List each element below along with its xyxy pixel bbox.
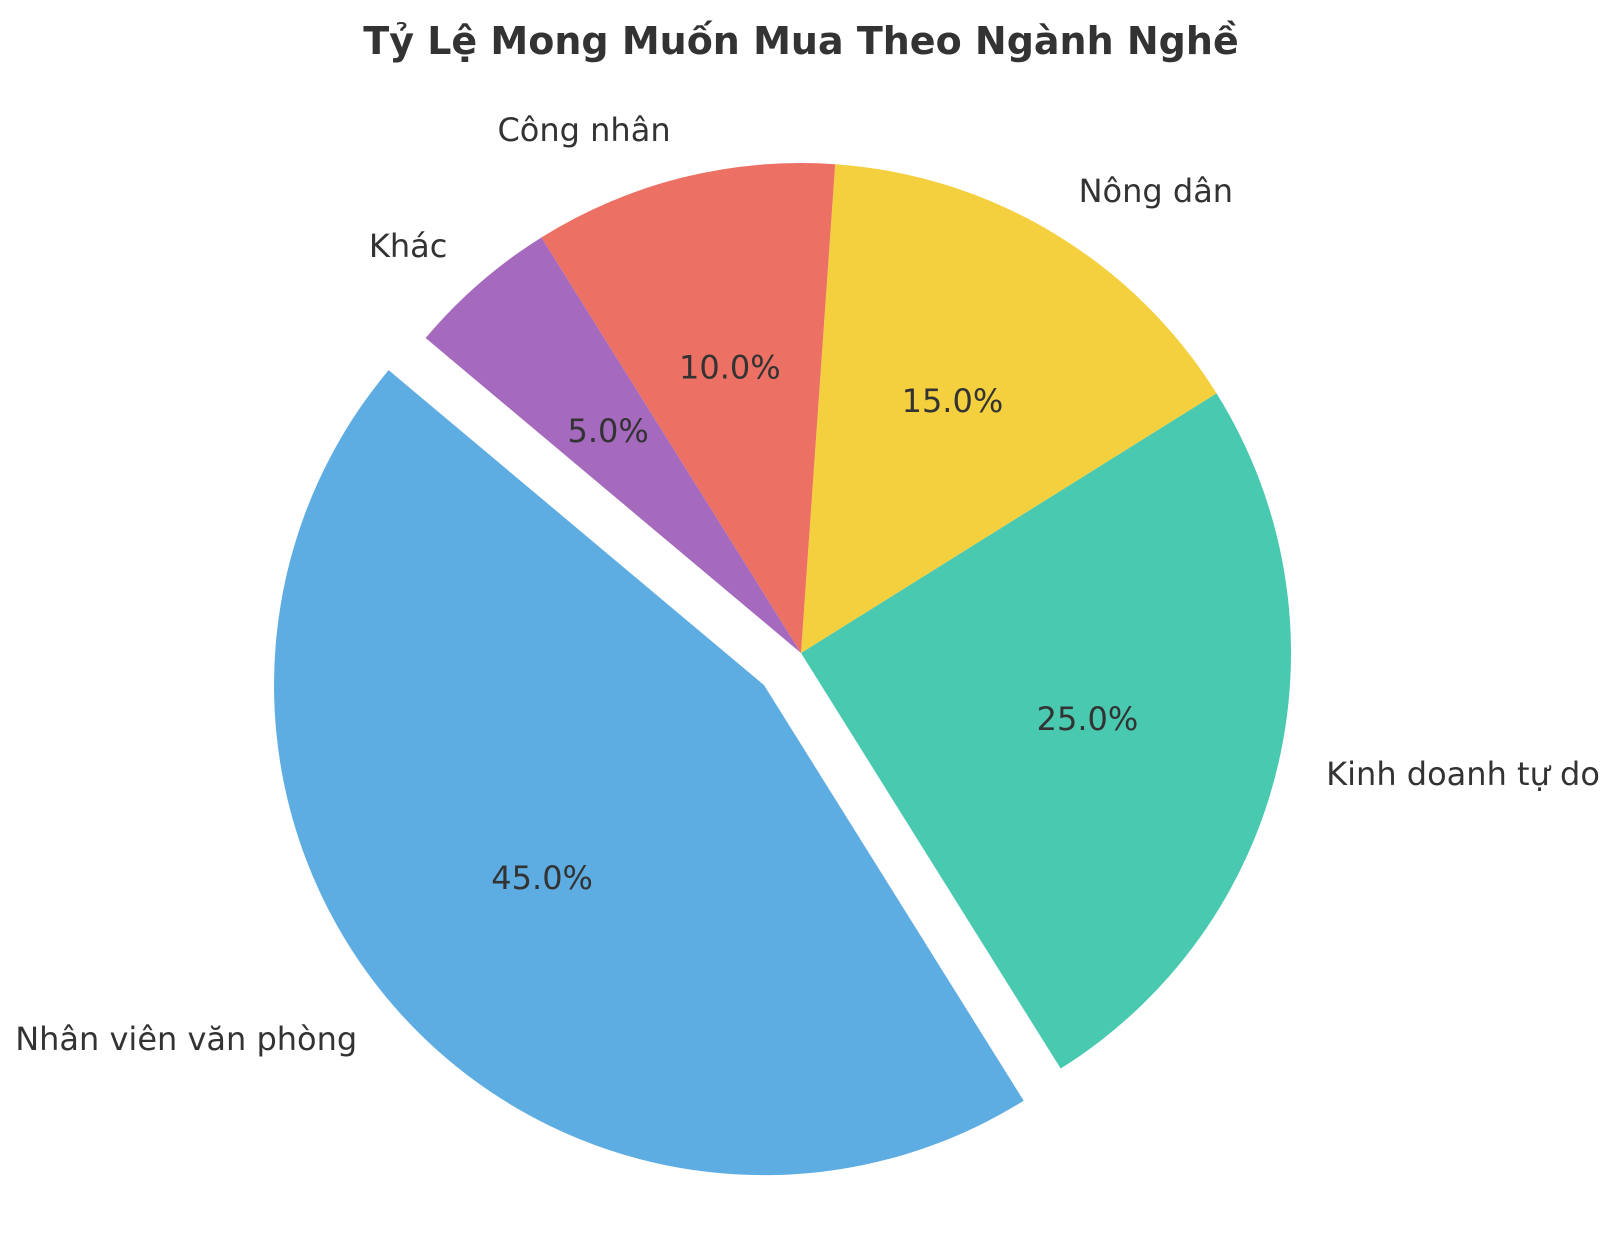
pie-slices: [274, 163, 1291, 1176]
pct-label-nong-dan: 15.0%: [902, 382, 1004, 420]
slice-label-nhan-vien-van-phong: Nhân viên văn phòng: [15, 1020, 357, 1058]
pct-label-kinh-doanh-tu-do: 25.0%: [1037, 700, 1139, 738]
pct-label-nhan-vien-van-phong: 45.0%: [491, 859, 593, 897]
pct-label-khac: 5.0%: [567, 412, 648, 450]
pie-slice-cong-nhan: [541, 163, 836, 653]
slice-label-khac: Khác: [369, 227, 447, 265]
pie-slice-khac: [425, 237, 801, 654]
pct-label-cong-nhan: 10.0%: [679, 349, 781, 387]
chart-title: Tỷ Lệ Mong Muốn Mua Theo Ngành Nghề: [363, 19, 1238, 63]
pie-slice-nong-dan: [801, 164, 1217, 654]
pie-slice-nhan-vien-van-phong: [274, 370, 1024, 1176]
slice-label-cong-nhan: Công nhân: [497, 111, 670, 149]
pie-slice-kinh-doanh-tu-do: [801, 393, 1291, 1069]
slice-label-nong-dan: Nông dân: [1079, 172, 1233, 210]
pie-labels: Nhân viên văn phòng 45.0% Kinh doanh tự do…: [15, 111, 1600, 1058]
slice-label-kinh-doanh-tu-do: Kinh doanh tự do: [1326, 755, 1600, 793]
